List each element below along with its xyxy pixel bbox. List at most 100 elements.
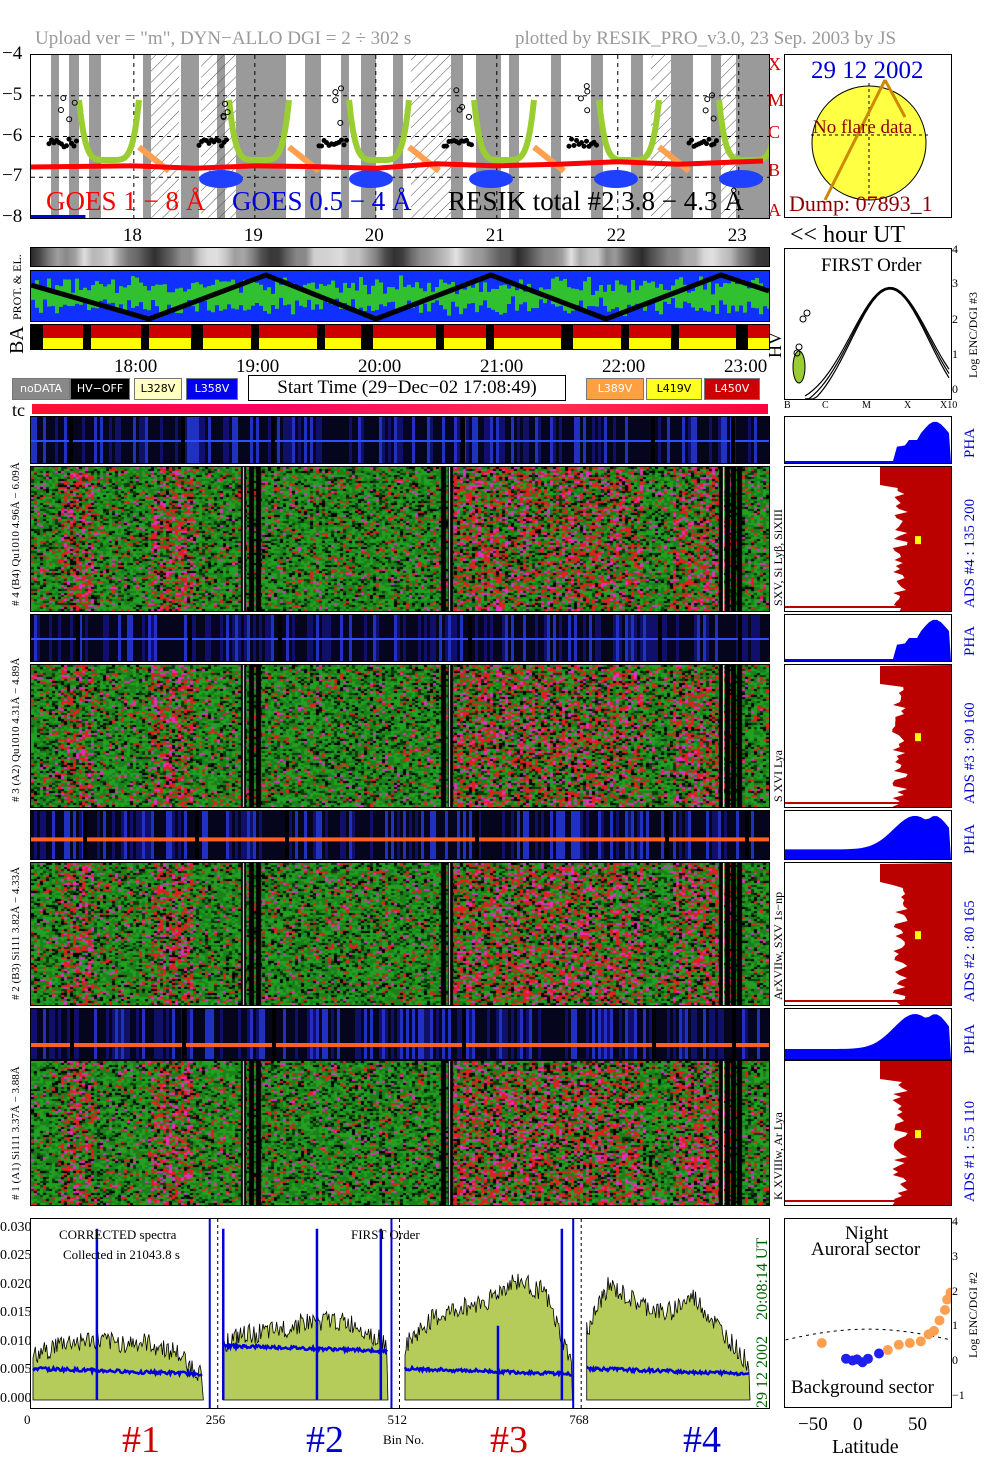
resik-black-point <box>579 140 584 146</box>
sun-axis-line <box>823 79 887 201</box>
pha-cell <box>280 1009 283 1059</box>
prot-cell <box>723 282 727 305</box>
pha-cell <box>577 1009 580 1059</box>
pha-cell <box>598 811 601 859</box>
prot-cell <box>179 287 183 314</box>
pha-gap <box>738 615 742 661</box>
pha-cell <box>289 1009 292 1059</box>
pha-cell <box>592 1009 595 1059</box>
pha-cell <box>532 811 535 859</box>
pha-heatmap-ch3 <box>31 615 769 661</box>
prot-cell <box>99 283 103 301</box>
brightness-strip <box>30 247 770 267</box>
prot-cell <box>139 282 143 303</box>
pha-cell <box>361 1009 364 1059</box>
pha-cell <box>637 811 640 859</box>
saa-hatch <box>151 55 179 218</box>
pha-cell <box>652 811 655 859</box>
pha-spectrum-plot-ch4 <box>785 421 951 463</box>
prot-cell <box>399 275 403 308</box>
pha-cell <box>622 1009 625 1059</box>
pha-cell <box>553 811 556 859</box>
pha-cell <box>238 811 241 859</box>
pha-cell <box>601 811 604 859</box>
pha-cell <box>748 811 751 859</box>
pha-heatmap-ch4 <box>31 417 769 463</box>
pha-cell <box>667 1009 670 1059</box>
pha-cell <box>427 1009 430 1059</box>
pha-gap <box>195 811 199 859</box>
pha-cell <box>655 811 658 859</box>
pha-cell <box>388 811 391 859</box>
pha-gap <box>83 811 87 859</box>
pha-cell <box>721 1009 724 1059</box>
pha-cell <box>511 811 514 859</box>
pha-cell <box>172 811 175 859</box>
pha-cell <box>673 1009 676 1059</box>
pha-label-ch1: PHA <box>962 1023 978 1054</box>
pha-gap <box>731 417 735 463</box>
pha-cell <box>523 811 526 859</box>
pha-cell <box>73 811 76 859</box>
pha-cell <box>712 811 715 859</box>
pha-cell <box>133 811 136 859</box>
status-time-tick: 19:00 <box>236 356 280 377</box>
pha-cell <box>175 811 178 859</box>
pha-cell <box>697 811 700 859</box>
counts-heatmap-ch3 <box>30 664 770 808</box>
lc-x-tick: 21 <box>485 225 505 246</box>
resik-black-point <box>566 143 572 149</box>
pha-cell <box>211 1009 214 1059</box>
pha-cell <box>718 1009 721 1059</box>
resik-orbit-curve <box>596 99 662 163</box>
pha-cell <box>508 1009 511 1059</box>
resik-orange-curve <box>407 144 441 174</box>
pha-cell <box>346 1009 349 1059</box>
pha-cell <box>670 811 673 859</box>
resik-black-point <box>344 137 349 143</box>
pha-cell <box>361 811 364 859</box>
pha-cell <box>292 1009 295 1059</box>
pha-cell <box>46 811 49 859</box>
resik-orbit-curve <box>76 99 142 163</box>
prot-cell <box>303 284 307 308</box>
lc-y-tick: −7 <box>2 165 23 187</box>
pha-cell <box>148 1009 151 1059</box>
prot-cell <box>415 282 419 304</box>
ba-gap <box>317 325 325 349</box>
channel-label-ch3: # 3 (A2) Qu1010 4.31Å − 4.89Å <box>10 657 22 802</box>
pha-cell <box>490 811 493 859</box>
pha-cell <box>514 1009 517 1059</box>
pha-cell <box>454 1009 457 1059</box>
pha-cell <box>376 1009 379 1059</box>
pha-cell <box>199 1009 202 1059</box>
pha-cell <box>187 1009 190 1059</box>
pha-cell <box>430 1009 433 1059</box>
pha-cell <box>103 811 106 859</box>
prot-cell <box>715 283 719 314</box>
pha-cell <box>121 811 124 859</box>
pha-cell <box>322 811 325 859</box>
pha-cell <box>124 811 127 859</box>
pha-cell <box>643 1009 646 1059</box>
prot-cell <box>751 279 755 308</box>
spectrum-y-tick: 0.020 <box>0 1276 32 1292</box>
latitude-title-night: Night <box>845 1223 889 1244</box>
resik-outlier <box>60 94 67 101</box>
prot-cell <box>235 283 239 310</box>
pha-cell <box>487 811 490 859</box>
resik-blue-cluster <box>719 170 763 188</box>
prot-cell <box>491 288 495 310</box>
latitude-panel: Night Auroral sector Background sector <box>784 1218 952 1408</box>
pha-cell <box>583 811 586 859</box>
resik-outlier <box>332 97 339 104</box>
pha-cell <box>370 1009 373 1059</box>
resik-black-point <box>64 143 69 149</box>
pha-cell <box>250 811 253 859</box>
pha-cell <box>250 1009 253 1059</box>
pha-cell <box>682 1009 685 1059</box>
lc-x-tick: 23 <box>727 225 747 246</box>
pha-cell <box>376 811 379 859</box>
pha-cell <box>709 1009 712 1059</box>
pha-gap <box>188 615 192 661</box>
